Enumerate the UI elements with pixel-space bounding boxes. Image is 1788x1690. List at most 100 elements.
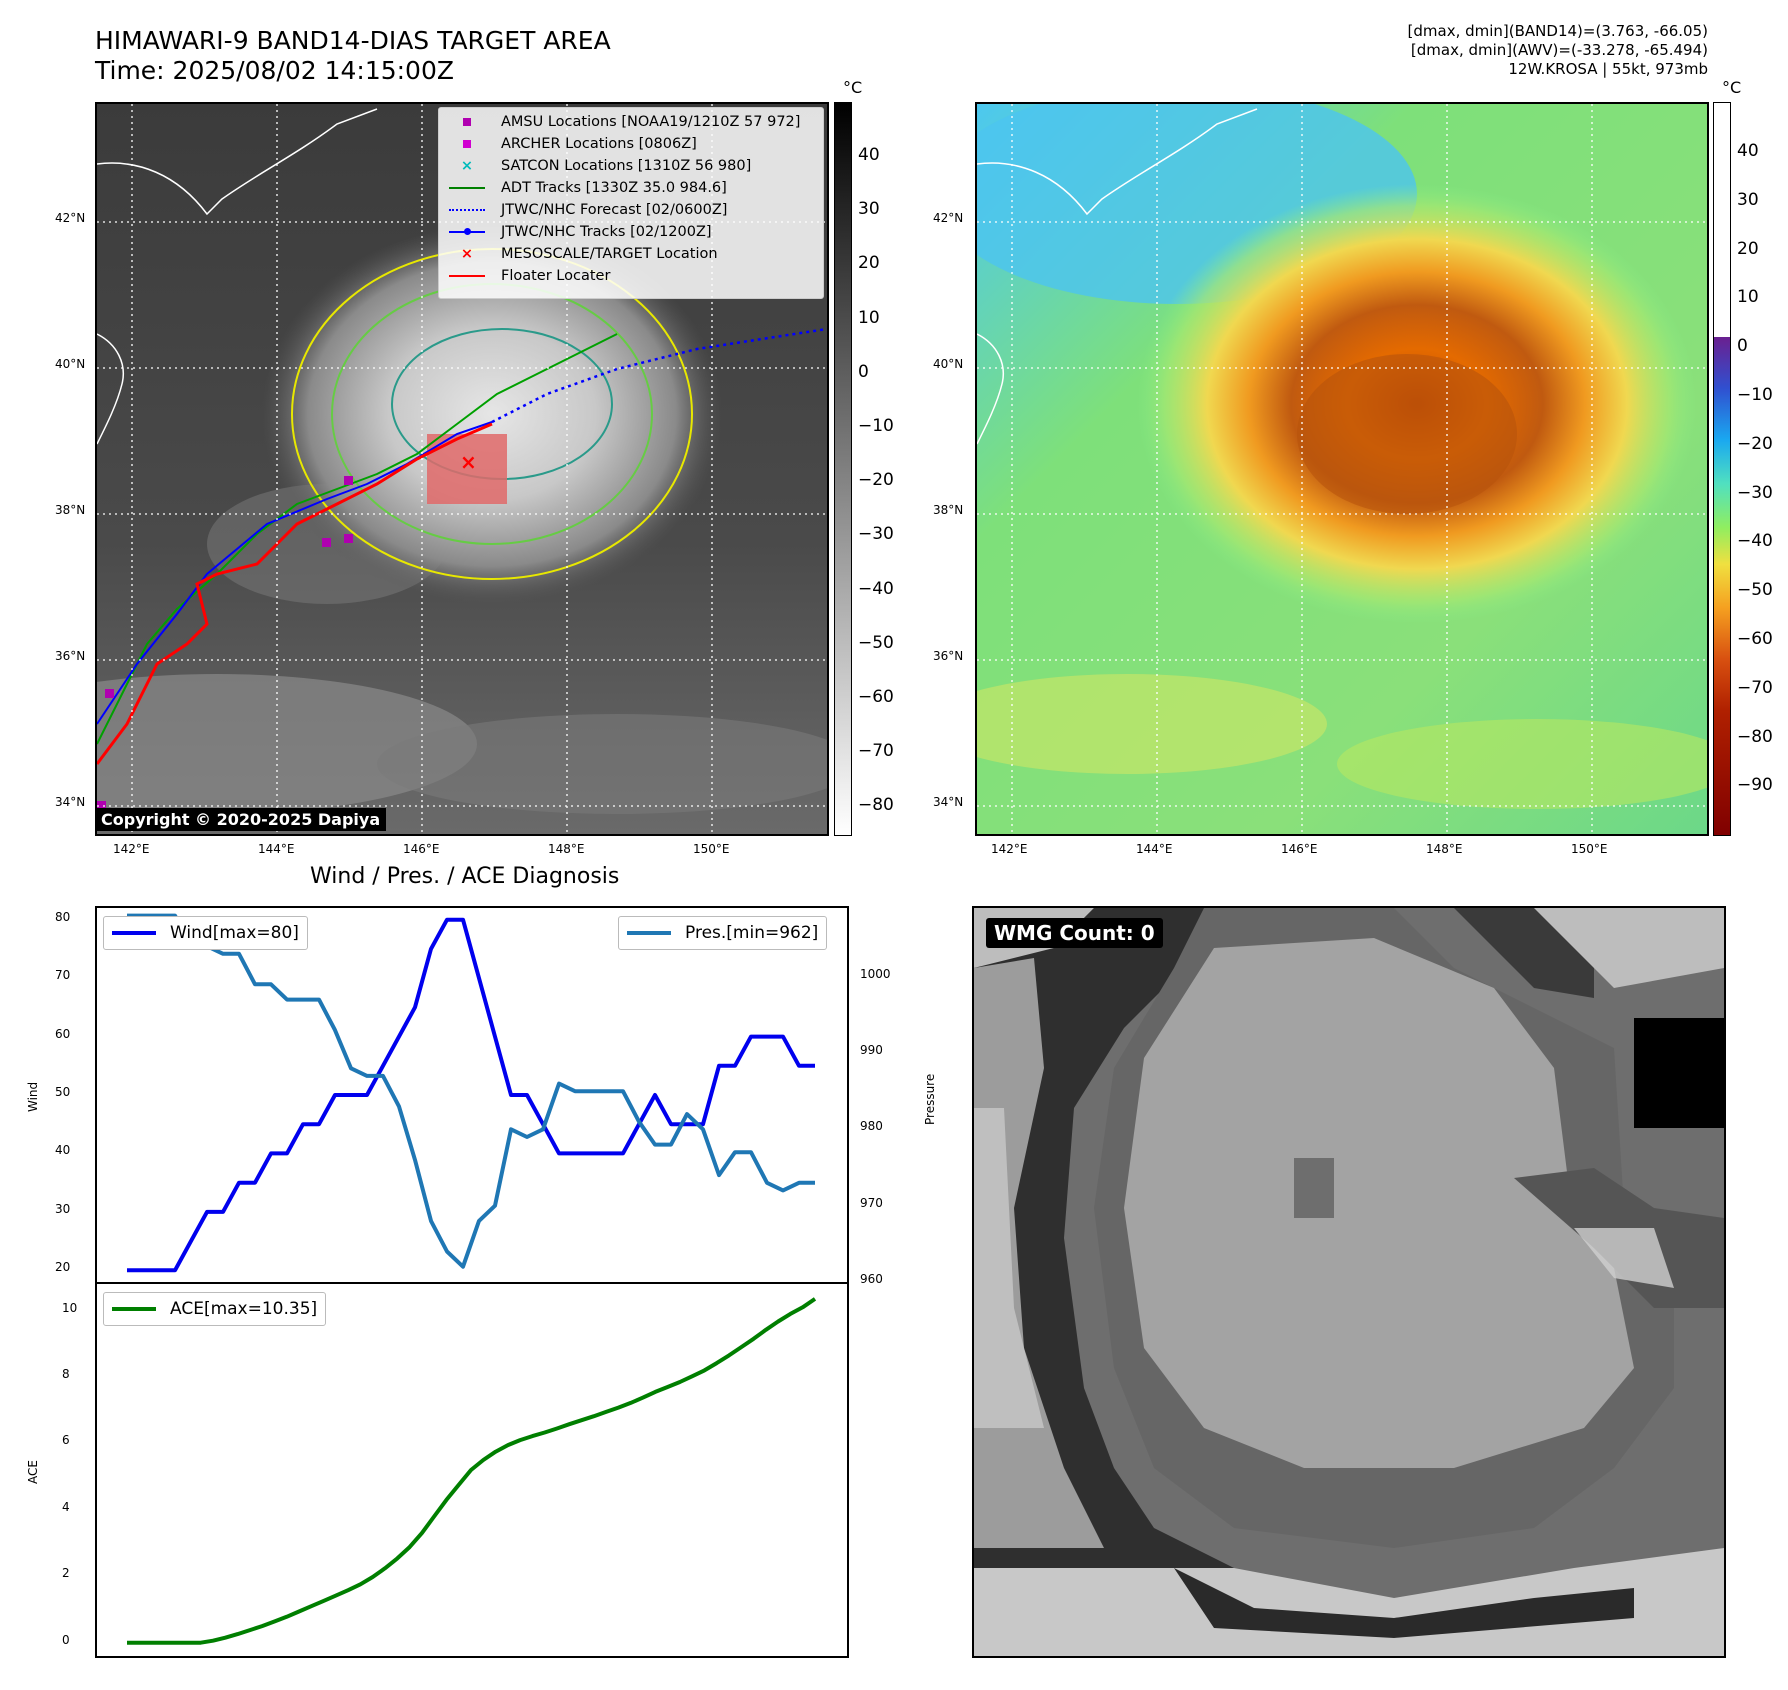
pressure-legend-swatch [627, 931, 671, 935]
wind-pressure-svg [127, 913, 815, 1273]
wind-ylabel: Wind [26, 1081, 40, 1112]
lat-tick: 38°N [55, 503, 86, 517]
lon-tick: 144°E [1136, 842, 1173, 856]
lon-tick: 144°E [258, 842, 295, 856]
ace-line [127, 1297, 817, 1645]
gray-colorbar-tick: −40 [858, 578, 894, 599]
gray-colorbar-tick: −30 [858, 524, 894, 545]
color-colorbar-tick: −30 [1737, 482, 1773, 503]
copyright-label: Copyright © 2020-2025 Dapiya [95, 808, 387, 831]
color-colorbar-tick: 20 [1737, 238, 1759, 259]
color-colorbar [1713, 102, 1731, 836]
lat-tick: 36°N [55, 649, 86, 663]
lon-tick: 150°E [693, 842, 730, 856]
lat-tick: 42°N [55, 211, 86, 225]
wmg-count-badge: WMG Count: 0 [986, 918, 1163, 948]
figure-title: HIMAWARI-9 BAND14-DIAS TARGET AREA Time:… [95, 26, 611, 85]
color-colorbar-tick: −90 [1737, 775, 1773, 796]
color-colorbar-tick: −60 [1737, 629, 1773, 649]
ir-color-map [975, 102, 1709, 836]
gray-colorbar-tick: −60 [858, 687, 894, 707]
color-map-svg [977, 104, 1707, 834]
color-colorbar-tick: −70 [1737, 677, 1773, 698]
pressure-line [127, 913, 815, 1269]
legend-forecast: JTWC/NHC Forecast [02/0600Z] [447, 199, 727, 221]
lon-tick: 148°E [548, 842, 585, 856]
gray-colorbar-tick: −20 [858, 470, 894, 491]
gray-colorbar-tick: −10 [858, 416, 894, 436]
gray-colorbar-tick: 30 [858, 199, 880, 220]
gray-colorbar-tick: −80 [858, 795, 894, 816]
lon-tick: 150°E [1571, 842, 1608, 856]
ace-tick: 10 [62, 1300, 78, 1315]
lat-tick: 42°N [933, 211, 964, 225]
gray-colorbar-tick: 20 [858, 253, 880, 274]
color-colorbar-tick: 40 [1737, 141, 1759, 161]
pressure-tick: 990 [860, 1043, 883, 1058]
lat-tick: 38°N [933, 503, 964, 517]
pressure-legend: Pres.[min=962] [618, 916, 828, 950]
map-legend: AMSU Locations [NOAA19/1210Z 57 972] ARC… [438, 107, 824, 299]
color-colorbar-tick: −50 [1737, 580, 1773, 601]
pressure-tick: 970 [860, 1195, 883, 1210]
stats-block: [dmax, dmin](BAND14)=(3.763, -66.05) [dm… [1407, 22, 1708, 78]
lon-tick: 142°E [991, 842, 1028, 856]
lat-tick: 40°N [55, 357, 86, 371]
wmg-svg [974, 908, 1724, 1656]
gray-colorbar-tick: 40 [858, 145, 880, 165]
color-colorbar-tick: 30 [1737, 189, 1759, 210]
legend-floater: Floater Locater [447, 265, 610, 287]
gray-colorbar-tick: 10 [858, 307, 880, 328]
color-colorbar-tick: −80 [1737, 726, 1773, 747]
legend-target: × MESOSCALE/TARGET Location [460, 246, 718, 262]
pressure-tick: 960 [860, 1272, 883, 1286]
ace-svg [127, 1297, 817, 1645]
wind-tick: 80 [55, 909, 71, 924]
ace-tick: 4 [62, 1499, 70, 1514]
pressure-ylabel: Pressure [923, 1073, 937, 1125]
diagnosis-title: Wind / Pres. / ACE Diagnosis [310, 864, 620, 889]
wind-tick: 60 [55, 1026, 71, 1041]
wind-tick: 50 [55, 1085, 71, 1099]
wind-legend-swatch [112, 931, 156, 935]
lon-tick: 148°E [1426, 842, 1463, 856]
legend-amsu: AMSU Locations [NOAA19/1210Z 57 972] [447, 111, 800, 133]
ace-tick: 8 [62, 1367, 70, 1381]
lon-tick: 142°E [113, 842, 150, 856]
pressure-tick: 1000 [860, 966, 891, 981]
wind-tick: 70 [55, 968, 71, 983]
gray-colorbar-unit: °C [843, 78, 863, 97]
svg-text:×: × [460, 450, 477, 474]
wind-pressure-chart [95, 906, 849, 1284]
ace-tick: 2 [62, 1566, 70, 1581]
gray-colorbar [834, 102, 852, 836]
color-colorbar-tick: 10 [1737, 287, 1759, 308]
ace-tick: 0 [62, 1632, 70, 1647]
gray-colorbar-tick: 0 [858, 361, 869, 382]
wind-tick: 30 [55, 1201, 71, 1216]
wind-tick: 20 [55, 1260, 71, 1275]
wind-tick: 40 [55, 1143, 71, 1158]
ace-ylabel: ACE [26, 1460, 40, 1484]
ace-legend-swatch [112, 1307, 156, 1311]
legend-adt: ADT Tracks [1330Z 35.0 984.6] [447, 177, 727, 199]
wind-legend: Wind[max=80] [103, 916, 308, 950]
color-colorbar-tick: −40 [1737, 531, 1773, 552]
color-colorbar-unit: °C [1722, 78, 1742, 97]
color-colorbar-tick: −20 [1737, 433, 1773, 454]
lon-tick: 146°E [403, 842, 440, 856]
lat-tick: 34°N [55, 795, 86, 809]
ace-chart [95, 1282, 849, 1658]
lat-tick: 40°N [933, 357, 964, 371]
wind-line [127, 917, 815, 1273]
color-colorbar-tick: 0 [1737, 336, 1748, 357]
gray-colorbar-tick: −50 [858, 632, 894, 653]
color-colorbar-tick: −10 [1737, 385, 1773, 405]
legend-satcon: × SATCON Locations [1310Z 56 980] [460, 158, 752, 174]
ace-legend: ACE[max=10.35] [103, 1292, 327, 1326]
legend-archer: ARCHER Locations [0806Z] [447, 133, 697, 155]
lon-tick: 146°E [1281, 842, 1318, 856]
lat-tick: 36°N [933, 649, 964, 663]
legend-tracks: JTWC/NHC Tracks [02/1200Z] [447, 221, 712, 243]
gray-colorbar-tick: −70 [858, 741, 894, 762]
